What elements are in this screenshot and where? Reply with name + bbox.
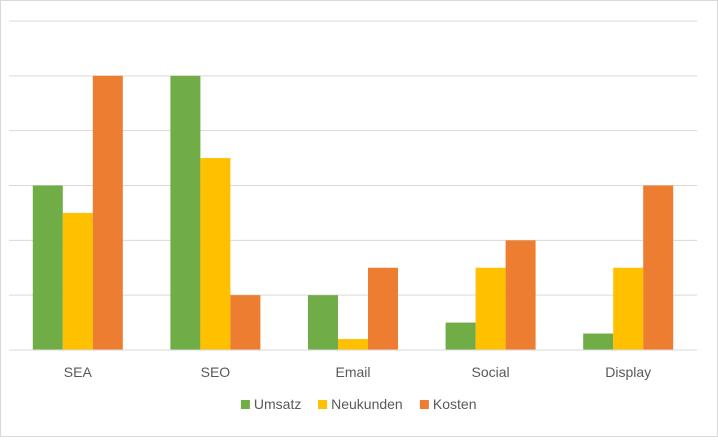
bar-umsatz-sea	[32, 185, 63, 350]
bar-neukunden-sea	[62, 212, 93, 350]
bar-neukunden-seo	[200, 158, 231, 350]
legend-label: Umsatz	[254, 396, 301, 412]
legend-item-neukunden: Neukunden	[318, 396, 403, 412]
bar-kosten-email	[368, 267, 398, 350]
x-tick-label: SEA	[64, 364, 93, 380]
bar-kosten-seo	[230, 295, 261, 350]
bar-neukunden-social	[475, 267, 506, 350]
bar-umsatz-social	[445, 322, 476, 350]
legend-swatch	[419, 400, 429, 409]
bar-umsatz-seo	[170, 75, 201, 350]
legend-label: Neukunden	[331, 396, 403, 412]
bar-umsatz-email	[308, 295, 338, 350]
bar-kosten-display	[643, 185, 674, 350]
x-tick-label: Email	[335, 364, 370, 380]
bar-kosten-social	[505, 240, 536, 350]
x-tick-label: Display	[605, 364, 651, 380]
bar-series	[32, 75, 674, 350]
legend-swatch	[318, 400, 328, 409]
bar-neukunden-display	[613, 267, 644, 350]
legend-item-umsatz: Umsatz	[240, 396, 301, 412]
legend-swatch	[240, 400, 250, 409]
gridlines	[9, 20, 697, 351]
legend-label: Kosten	[433, 396, 477, 412]
x-tick-label: Social	[472, 364, 510, 380]
legend: Umsatz Neukunden Kosten	[240, 396, 477, 412]
legend-item-kosten: Kosten	[419, 396, 477, 412]
bar-neukunden-email	[338, 339, 368, 350]
x-tick-labels: SEA SEO Email Social Display	[64, 364, 651, 380]
x-tick-label: SEO	[201, 364, 231, 380]
bar-kosten-sea	[92, 75, 123, 350]
bar-umsatz-display	[583, 333, 614, 350]
